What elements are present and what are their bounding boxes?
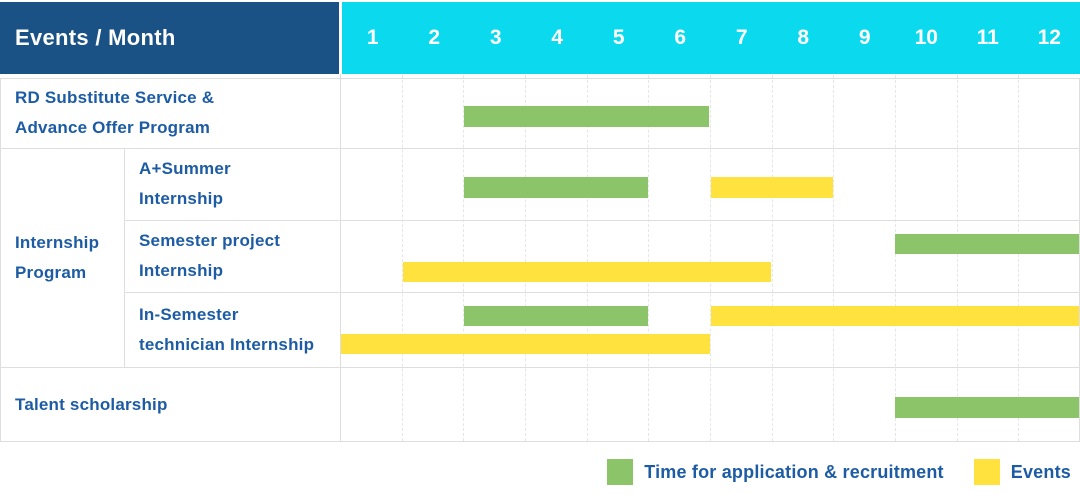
row-divider <box>124 220 1080 221</box>
column-divider <box>124 148 125 367</box>
month-label-2: 2 <box>428 26 441 49</box>
bar-application-m3-6 <box>464 105 710 127</box>
table-header-events-month: Events / Month <box>0 2 339 74</box>
row-label: In-Semester technician Internship <box>139 304 315 354</box>
month-gridline <box>771 75 773 441</box>
legend-item-event: Events <box>973 459 1071 485</box>
legend-item-application: Time for application & recruitment <box>607 459 944 485</box>
month-header-row: 1 2 3 4 5 6 7 8 9 10 11 12 <box>342 2 1080 74</box>
row-divider <box>0 367 1080 368</box>
month-label-12: 12 <box>1037 26 1061 49</box>
bar-application-m3-5 <box>464 306 648 326</box>
legend-swatch-application-icon <box>607 459 634 485</box>
bar-event-m7-8 <box>710 176 833 198</box>
legend-label: Time for application & recruitment <box>644 461 944 482</box>
month-label-9: 9 <box>858 26 871 49</box>
month-label-1: 1 <box>366 26 379 49</box>
month-label-4: 4 <box>551 26 564 49</box>
month-gridline <box>895 75 896 441</box>
month-label-11: 11 <box>976 26 999 49</box>
bar-application-m10-12 <box>895 234 1080 254</box>
month-label-7: 7 <box>735 26 748 49</box>
row-divider <box>0 148 1080 149</box>
group-label-internship-program: Internship Program <box>15 232 100 282</box>
row-label: Talent scholarship <box>15 394 168 414</box>
month-gridline <box>463 75 465 441</box>
month-gridline <box>586 75 588 441</box>
month-label-6: 6 <box>674 26 687 49</box>
legend-label: Events <box>1010 461 1071 482</box>
row-divider <box>124 292 1080 293</box>
bar-event-m2-7 <box>402 262 772 282</box>
legend: Time for application & recruitment Events <box>607 457 1071 487</box>
month-gridline <box>833 75 835 441</box>
month-gridline <box>648 75 650 441</box>
legend-swatch-event-icon <box>973 459 1000 485</box>
month-gridline <box>525 75 526 441</box>
row-label: A+Summer Internship <box>139 159 231 208</box>
bar-event-m7-12 <box>710 306 1079 326</box>
row-divider <box>0 78 1080 79</box>
month-label-8: 8 <box>797 26 810 49</box>
row-label: Semester project Internship <box>139 231 281 280</box>
bar-event-m1-6 <box>341 334 710 354</box>
month-gridline <box>1018 75 1020 441</box>
column-divider <box>0 78 1 442</box>
table-header-title: Events / Month <box>15 25 176 50</box>
month-gridline <box>710 75 711 441</box>
month-label-5: 5 <box>612 26 625 49</box>
row-divider <box>0 441 1080 442</box>
row-label: RD Substitute Service & Advance Offer Pr… <box>15 88 215 137</box>
month-gridline <box>401 75 403 441</box>
bar-application-m10-12 <box>895 397 1080 418</box>
month-label-3: 3 <box>489 26 502 49</box>
month-gridline <box>956 75 958 441</box>
bar-application-m3-5 <box>464 176 648 198</box>
month-label-10: 10 <box>914 26 938 49</box>
column-divider <box>340 74 341 442</box>
